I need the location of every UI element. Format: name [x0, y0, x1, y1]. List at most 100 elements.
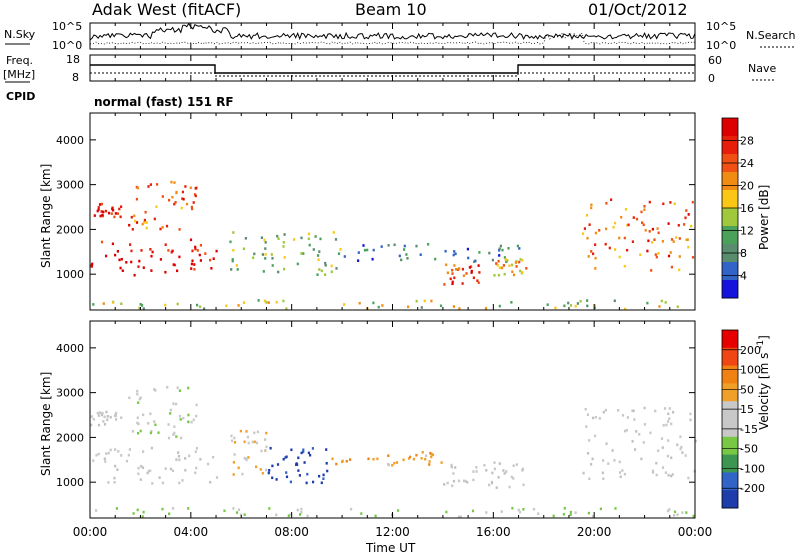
echo-cell [296, 262, 299, 266]
echo-cell [193, 268, 196, 271]
echo-cell [594, 231, 597, 235]
echo-cell [114, 464, 117, 468]
echo-cell [472, 478, 475, 482]
echo-cell [194, 187, 197, 190]
echo-cell [372, 457, 375, 461]
echo-cell [98, 203, 102, 206]
echo-cell [232, 461, 235, 464]
echo-cell [149, 248, 152, 251]
echo-cell [590, 203, 593, 207]
echo-cell [167, 423, 170, 426]
echo-cell [118, 258, 121, 262]
echo-cell [498, 462, 501, 465]
echo-cell [320, 481, 323, 485]
echo-cell [270, 253, 273, 256]
echo-cell [322, 473, 325, 477]
echo-cell [496, 263, 499, 267]
echo-cell [129, 243, 132, 246]
echo-cell [503, 272, 506, 276]
echo-cell [290, 448, 293, 452]
nave-trace [90, 72, 695, 77]
echo-cell [588, 223, 591, 226]
echo-cell [105, 254, 108, 258]
nave-label: Nave [748, 62, 776, 75]
colorbar-swatch [722, 190, 738, 209]
echo-cell [662, 424, 665, 427]
echo-cell [150, 269, 153, 272]
echo-cell [691, 200, 694, 204]
echo-cell [518, 260, 521, 264]
echo-cell [318, 268, 321, 271]
echo-cell [407, 305, 410, 309]
echo-cell [519, 269, 522, 273]
velocity-ylabel: Slant Range [km] [39, 372, 53, 476]
echo-cell [478, 271, 481, 274]
colorbar-tick-label: -100 [740, 462, 765, 475]
echo-cell [591, 457, 594, 461]
echo-cell [452, 305, 455, 308]
echo-cell [138, 259, 141, 263]
velocity-unit-close: ] [757, 335, 771, 340]
echo-cell [166, 386, 169, 389]
echo-cell [631, 440, 634, 443]
echo-cell [203, 307, 206, 310]
echo-cell [658, 305, 661, 308]
echo-cell [635, 430, 638, 433]
echo-cell [141, 304, 144, 307]
echo-cell [491, 471, 494, 475]
echo-cell [178, 255, 181, 259]
echo-cell [660, 437, 664, 440]
echo-cell [289, 480, 292, 484]
echo-cell [297, 469, 300, 472]
echo-cell [664, 301, 667, 304]
colorbar-swatch [722, 280, 738, 299]
echo-cell [283, 233, 286, 236]
echo-cell [668, 417, 671, 420]
echo-cell [512, 273, 516, 277]
echo-cell [621, 414, 625, 417]
echo-cell [642, 441, 645, 444]
echo-cell [687, 476, 690, 480]
echo-cell [264, 449, 267, 452]
echo-cell [586, 413, 589, 416]
colorbar-swatch [722, 472, 738, 491]
echo-cell [607, 462, 610, 465]
echo-cell [588, 439, 591, 442]
echo-cell [679, 447, 682, 451]
echo-cell [512, 464, 515, 467]
echo-cell [668, 508, 671, 511]
echo-cell [647, 239, 650, 243]
echo-cell [169, 408, 172, 412]
echo-cell [244, 237, 247, 240]
echo-cell [318, 474, 321, 478]
echo-cell [670, 238, 674, 241]
noise-tick-right-high: 10^5 [706, 20, 736, 33]
echo-cell [518, 247, 521, 250]
echo-cell [521, 271, 524, 274]
echo-cell [144, 210, 147, 214]
power-ylabel: Slant Range [km] [39, 164, 53, 268]
echo-cell [694, 439, 697, 443]
echo-cell [242, 247, 245, 251]
echo-cell [114, 253, 117, 257]
echo-cell [617, 409, 620, 412]
echo-cell [683, 223, 686, 226]
echo-cell [445, 510, 448, 514]
echo-cell [406, 257, 409, 260]
freq-tick-high: 18 [66, 53, 80, 66]
echo-cell [285, 307, 288, 310]
echo-cell [190, 267, 193, 270]
time-axis: 00:00 04:00 08:00 12:00 16:00 20:00 00:00 [73, 23, 712, 539]
echo-cell [102, 420, 105, 423]
echo-cell [164, 270, 167, 274]
echo-cell [178, 458, 181, 462]
colorbar-tick-label: 4 [740, 270, 747, 283]
echo-cell [300, 510, 303, 514]
echo-cell [212, 455, 215, 459]
echo-cell [335, 462, 338, 466]
echo-cell [139, 396, 142, 399]
colorbar-tick-label: 12 [740, 225, 754, 238]
echo-cell [168, 198, 171, 202]
echo-cell [194, 194, 197, 198]
echo-cell [176, 386, 179, 389]
